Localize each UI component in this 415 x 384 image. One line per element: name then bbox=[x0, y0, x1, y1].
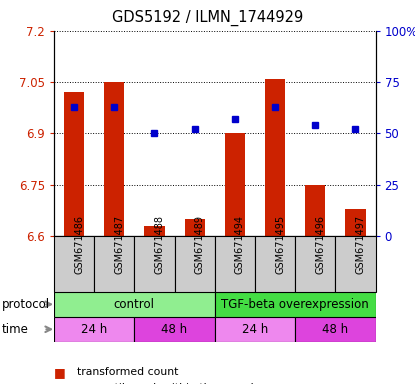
Bar bbox=[134, 317, 215, 342]
Bar bbox=[255, 236, 295, 292]
Bar bbox=[175, 236, 215, 292]
Text: ■: ■ bbox=[54, 381, 66, 384]
Bar bbox=[94, 236, 134, 292]
Bar bbox=[265, 79, 285, 236]
Bar bbox=[335, 236, 376, 292]
Text: GSM671488: GSM671488 bbox=[154, 215, 164, 274]
Bar bbox=[295, 236, 335, 292]
Text: 48 h: 48 h bbox=[161, 323, 188, 336]
Bar bbox=[54, 292, 215, 317]
Text: GDS5192 / ILMN_1744929: GDS5192 / ILMN_1744929 bbox=[112, 10, 303, 26]
Bar bbox=[54, 317, 134, 342]
Text: ■: ■ bbox=[54, 366, 66, 379]
Text: protocol: protocol bbox=[2, 298, 50, 311]
Bar bbox=[54, 236, 94, 292]
Text: GSM671487: GSM671487 bbox=[114, 215, 124, 274]
Bar bbox=[295, 317, 376, 342]
Text: TGF-beta overexpression: TGF-beta overexpression bbox=[221, 298, 369, 311]
Text: control: control bbox=[114, 298, 155, 311]
Bar bbox=[104, 82, 124, 236]
Text: GSM671494: GSM671494 bbox=[235, 215, 245, 274]
Bar bbox=[225, 133, 245, 236]
Text: 24 h: 24 h bbox=[81, 323, 107, 336]
Bar bbox=[215, 236, 255, 292]
Text: 48 h: 48 h bbox=[322, 323, 349, 336]
Text: percentile rank within the sample: percentile rank within the sample bbox=[77, 383, 260, 384]
Bar bbox=[345, 209, 366, 236]
Bar bbox=[185, 219, 205, 236]
Text: 24 h: 24 h bbox=[242, 323, 268, 336]
Bar bbox=[134, 236, 175, 292]
Text: transformed count: transformed count bbox=[77, 367, 178, 377]
Text: GSM671497: GSM671497 bbox=[356, 215, 366, 274]
Text: time: time bbox=[2, 323, 29, 336]
Text: GSM671486: GSM671486 bbox=[74, 215, 84, 274]
Bar bbox=[305, 185, 325, 236]
Bar bbox=[215, 317, 295, 342]
Bar bbox=[215, 292, 376, 317]
Text: GSM671495: GSM671495 bbox=[275, 215, 285, 274]
Text: GSM671489: GSM671489 bbox=[195, 215, 205, 274]
Bar bbox=[64, 92, 84, 236]
Text: GSM671496: GSM671496 bbox=[315, 215, 325, 274]
Bar bbox=[144, 226, 164, 236]
